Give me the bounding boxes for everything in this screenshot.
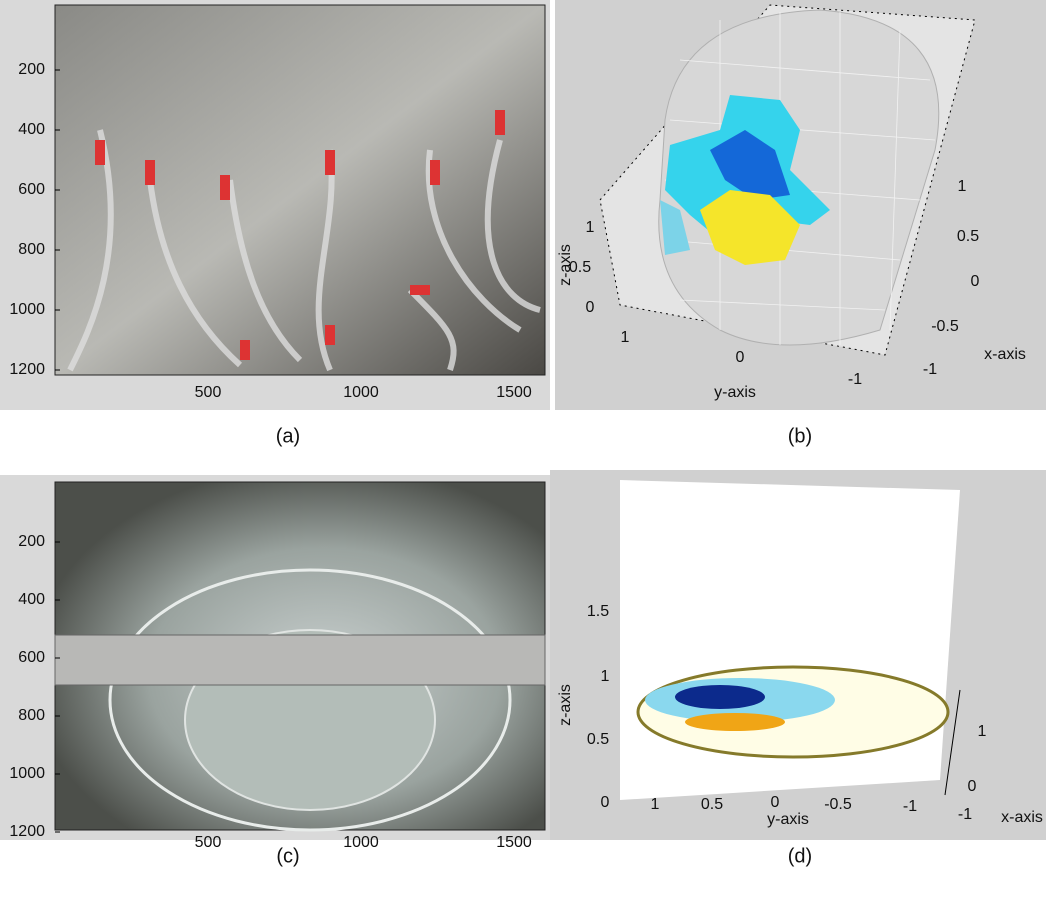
axis-label: z-axis [557,244,574,286]
y-tick-label: 600 [18,181,45,198]
axis-label: y-axis [767,811,809,828]
z-tick-label: 1 [601,668,610,685]
axis-label: x-axis [984,346,1026,363]
y-tick-label: 1200 [9,823,45,840]
field-dark [675,685,765,709]
caption: (c) [276,845,299,867]
x-tick-label: 1000 [343,384,379,401]
y-tick-label: -0.5 [824,796,852,813]
caption: (b) [788,425,812,447]
z-tick-label: 1 [586,219,595,236]
y-tick-label: -1 [903,798,917,815]
figure: (a)(b)(c)(d)2004006008001000120050010001… [0,0,1046,901]
photo-electrodes [55,5,545,375]
x-tick-label: -1 [923,361,937,378]
y-tick-label: 1 [621,329,630,346]
field-orange [685,713,785,731]
x-tick-label: 1500 [496,834,532,851]
x-tick-label: 0 [971,273,980,290]
y-tick-label: 1000 [9,301,45,318]
x-tick-label: 0 [968,778,977,795]
y-tick-label: 1000 [9,765,45,782]
x-tick-label: -1 [958,806,972,823]
ruler [55,635,545,685]
y-tick-label: -1 [848,371,862,388]
x-tick-label: -0.5 [931,318,959,335]
y-tick-label: 400 [18,121,45,138]
y-tick-label: 200 [18,61,45,78]
caption: (d) [788,845,812,867]
y-tick-label: 400 [18,591,45,608]
x-tick-label: 1000 [343,834,379,851]
caption: (a) [276,425,300,447]
y-tick-label: 600 [18,649,45,666]
x-tick-label: 0.5 [957,228,979,245]
x-tick-label: 500 [195,834,222,851]
axis-label: z-axis [557,684,574,726]
y-tick-label: 1 [651,796,660,813]
y-tick-label: 0 [736,349,745,366]
axis-label: y-axis [714,384,756,401]
y-tick-label: 0 [771,794,780,811]
z-tick-label: 0.5 [587,731,609,748]
y-tick-label: 200 [18,533,45,550]
x-tick-label: 500 [195,384,222,401]
z-tick-label: 0 [586,299,595,316]
x-tick-label: 1 [958,178,967,195]
x-tick-label: 1500 [496,384,532,401]
z-tick-label: 0 [601,794,610,811]
y-tick-label: 800 [18,241,45,258]
z-tick-label: 1.5 [587,603,609,620]
y-tick-label: 0.5 [701,796,723,813]
y-tick-label: 1200 [9,361,45,378]
axis-label: x-axis [1001,809,1043,826]
x-tick-label: 1 [978,723,987,740]
y-tick-label: 800 [18,707,45,724]
